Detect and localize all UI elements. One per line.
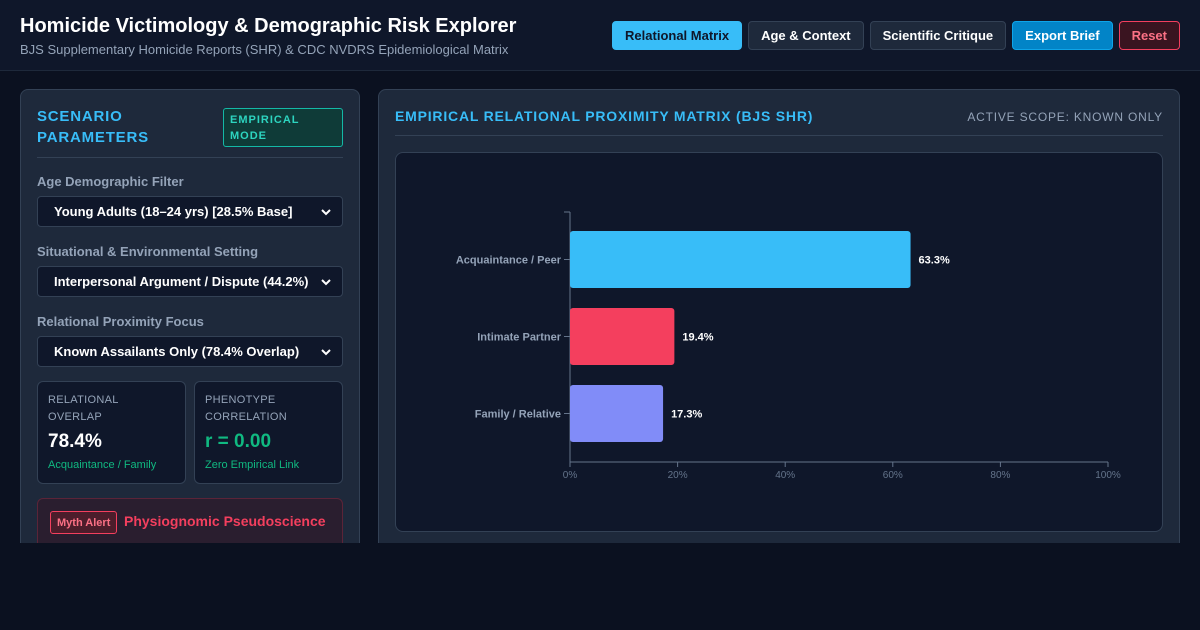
divider [395,135,1163,136]
export-brief-button[interactable]: Export Brief [1012,21,1113,50]
top-nav: Relational Matrix Age & Context Scientif… [612,21,1180,50]
age-filter-select[interactable]: Young Adults (18–24 yrs) [28.5% Base] [37,196,343,227]
stat-label: Relational Overlap [48,394,119,423]
proximity-select[interactable]: Known Assailants Only (78.4% Overlap) [37,336,343,367]
value-label: 17.3% [671,409,702,421]
divider [37,157,343,158]
tab-age-context[interactable]: Age & Context [748,21,864,50]
phenotype-correlation-card: Phenotype Correlation r = 0.00 Zero Empi… [194,381,343,484]
setting-select[interactable]: Interpersonal Argument / Dispute (44.2%) [37,266,343,297]
value-label: 19.4% [682,332,713,344]
stat-note: Zero Empirical Link [205,459,300,471]
relational-bar-chart: 0% 20% 40% 60% 80% 100% Acquaintance / Peer 63.… [456,211,1121,481]
stat-value: r = 0.00 [205,431,272,452]
tab-scientific-critique[interactable]: Scientific Critique [869,21,1007,50]
x-tick-label: 80% [990,470,1010,481]
stat-note: Acquaintance / Family [48,459,157,471]
category-label: Acquaintance / Peer [456,255,562,267]
category-label: Family / Relative [475,409,561,421]
myth-alert-title: Physiognomic Pseudoscience [124,513,326,529]
age-filter-label: Age Demographic Filter [37,174,184,189]
bar-3 [570,385,664,442]
bar-1 [570,231,911,288]
relational-overlap-card: Relational Overlap 78.4% Acquaintance / … [37,381,186,484]
stat-label: Phenotype Correlation [205,394,287,423]
app-header: Homicide Victimology & Demographic Risk … [0,0,1200,71]
category-label: Intimate Partner [477,332,561,344]
proximity-label: Relational Proximity Focus [37,314,204,329]
app-title: Homicide Victimology & Demographic Risk … [20,15,517,37]
stat-value: 78.4% [48,431,102,452]
active-scope-label: Active Scope: Known Only [967,110,1163,124]
setting-value: Interpersonal Argument / Dispute (44.2%) [54,274,309,289]
chart-container: 0% 20% 40% 60% 80% 100% Acquaintance / Peer 63.… [395,152,1163,532]
x-tick-label: 20% [668,470,688,481]
x-tick-label: 0% [563,470,578,481]
chevron-down-icon [321,279,331,286]
chevron-down-icon [321,209,331,216]
age-filter-value: Young Adults (18–24 yrs) [28.5% Base] [54,204,293,219]
x-tick-label: 100% [1095,470,1121,481]
myth-alert-badge: Myth Alert [50,511,118,534]
x-tick-label: 40% [775,470,795,481]
tab-relational-matrix[interactable]: Relational Matrix [612,21,743,50]
empirical-mode-badge: Empirical Mode [223,108,343,147]
value-label: 63.3% [919,255,950,267]
proximity-value: Known Assailants Only (78.4% Overlap) [54,344,300,359]
scenario-parameters-panel: Scenario Parameters Empirical Mode Age D… [20,89,360,559]
bar-2 [570,308,675,365]
x-tick-label: 60% [883,470,903,481]
setting-label: Situational & Environmental Setting [37,244,259,259]
viewport-bottom [0,543,1200,630]
app-subtitle: BJS Supplementary Homicide Reports (SHR)… [20,42,509,57]
relational-matrix-panel: Empirical Relational Proximity Matrix (B… [378,89,1180,559]
chart-panel-title: Empirical Relational Proximity Matrix (B… [395,108,814,124]
chevron-down-icon [321,349,331,356]
panel-title: Scenario Parameters [37,108,149,146]
reset-button[interactable]: Reset [1118,21,1180,50]
